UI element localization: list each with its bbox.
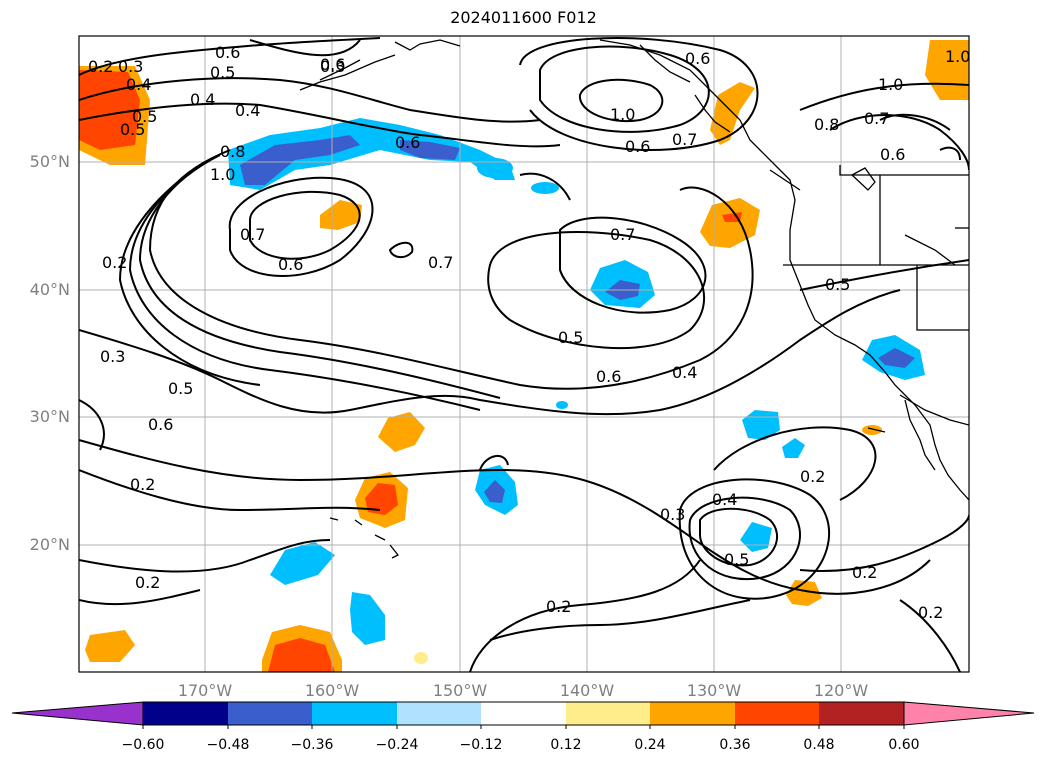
contour-labels: 0.2 0.3 0.4 0.5 0.6 0.6 0.5 0.4 0.4 0.5 … — [88, 43, 970, 622]
contour-label: 0.6 — [685, 49, 710, 68]
colorbar-tick-label: −0.24 — [375, 737, 419, 753]
contour-label: 0.3 — [320, 57, 345, 76]
contour-label: 0.2 — [135, 573, 160, 592]
colorbar-bin — [819, 702, 904, 725]
shaded-field — [79, 40, 969, 672]
contour-label: 1.0 — [945, 47, 970, 66]
colorbar-tick-label: −0.36 — [290, 737, 334, 753]
lon-label: 130°W — [686, 681, 742, 700]
lon-label: 140°W — [559, 681, 615, 700]
lon-label: 170°W — [177, 681, 233, 700]
lat-label: 30°N — [29, 407, 70, 426]
contour-label: 0.6 — [880, 145, 905, 164]
colorbar-tick-label: 0.36 — [719, 737, 751, 753]
contour-label: 0.5 — [168, 379, 193, 398]
contour-label: 0.2 — [102, 253, 127, 272]
contour-label: 0.3 — [118, 57, 143, 76]
map-frame — [78, 35, 970, 673]
contour-label: 0.2 — [546, 597, 571, 616]
contour-lines — [79, 37, 969, 672]
colorbar-extend-high — [903, 701, 1035, 726]
colorbar-tick-label: 0.12 — [550, 737, 582, 753]
contour-label: 0.7 — [672, 130, 697, 149]
contour-label: 0.6 — [215, 43, 240, 62]
map-title: 2024011600 F012 — [450, 8, 597, 27]
contour-label: 0.2 — [918, 603, 943, 622]
colorbar-bin — [228, 702, 312, 725]
contour-label: 0.5 — [210, 63, 235, 82]
colorbar-bin — [312, 702, 397, 725]
contour-label: 0.7 — [428, 253, 453, 272]
contour-label: 0.3 — [660, 505, 685, 524]
contour-label: 0.6 — [320, 55, 345, 74]
contour-label: 1.0 — [210, 165, 235, 184]
contour-label: 0.5 — [132, 107, 157, 126]
colorbar-tick-label: −0.12 — [459, 737, 503, 753]
contour-label: 0.6 — [625, 137, 650, 156]
colorbar — [11, 701, 1035, 729]
contour-label: 0.2 — [852, 563, 877, 582]
colorbar-bin — [735, 702, 819, 725]
contour-label: 0.2 — [88, 57, 113, 76]
contour-label: 1.0 — [610, 105, 635, 124]
colorbar-tick-label: 0.60 — [888, 737, 920, 753]
lat-label: 50°N — [29, 152, 70, 171]
contour-label: 0.5 — [825, 275, 850, 294]
lon-label: 120°W — [813, 681, 869, 700]
contour-label: 0.4 — [712, 490, 737, 509]
colorbar-tick-label: 0.24 — [634, 737, 666, 753]
colorbar-bin — [481, 702, 566, 725]
contour-label: 0.7 — [864, 109, 889, 128]
colorbar-bin — [566, 702, 650, 725]
colorbar-tick-label: −0.48 — [206, 737, 250, 753]
contour-label: 0.2 — [800, 467, 825, 486]
lat-label: 40°N — [29, 280, 70, 299]
contour-label: 0.2 — [130, 475, 155, 494]
lon-label: 160°W — [304, 681, 360, 700]
contour-label: 0.5 — [120, 120, 145, 139]
lon-label: 150°W — [432, 681, 488, 700]
colorbar-bin — [397, 702, 481, 725]
colorbar-frame — [142, 701, 905, 726]
contour-label: 0.8 — [814, 115, 839, 134]
colorbar-bin — [650, 702, 735, 725]
contour-label: 0.4 — [190, 90, 215, 109]
colorbar-bin — [143, 702, 228, 725]
colorbar-tick-label: 0.48 — [803, 737, 835, 753]
contour-label: 0.5 — [558, 328, 583, 347]
contour-label: 0.3 — [100, 347, 125, 366]
contour-label: 0.6 — [395, 133, 420, 152]
contour-label: 0.7 — [240, 225, 265, 244]
colorbar-extend-low — [11, 701, 144, 726]
contour-label: 0.7 — [610, 225, 635, 244]
colorbar-tick-label: −0.60 — [121, 737, 165, 753]
contour-label: 0.8 — [220, 142, 245, 161]
contour-label: 0.4 — [126, 75, 151, 94]
contour-label: 0.6 — [278, 255, 303, 274]
contour-label: 1.0 — [878, 75, 903, 94]
contour-label: 0.6 — [596, 367, 621, 386]
contour-label: 0.6 — [148, 415, 173, 434]
contour-label: 0.4 — [235, 101, 260, 120]
contour-label: 0.4 — [672, 363, 697, 382]
lat-label: 20°N — [29, 535, 70, 554]
contour-label: 0.5 — [724, 550, 749, 569]
